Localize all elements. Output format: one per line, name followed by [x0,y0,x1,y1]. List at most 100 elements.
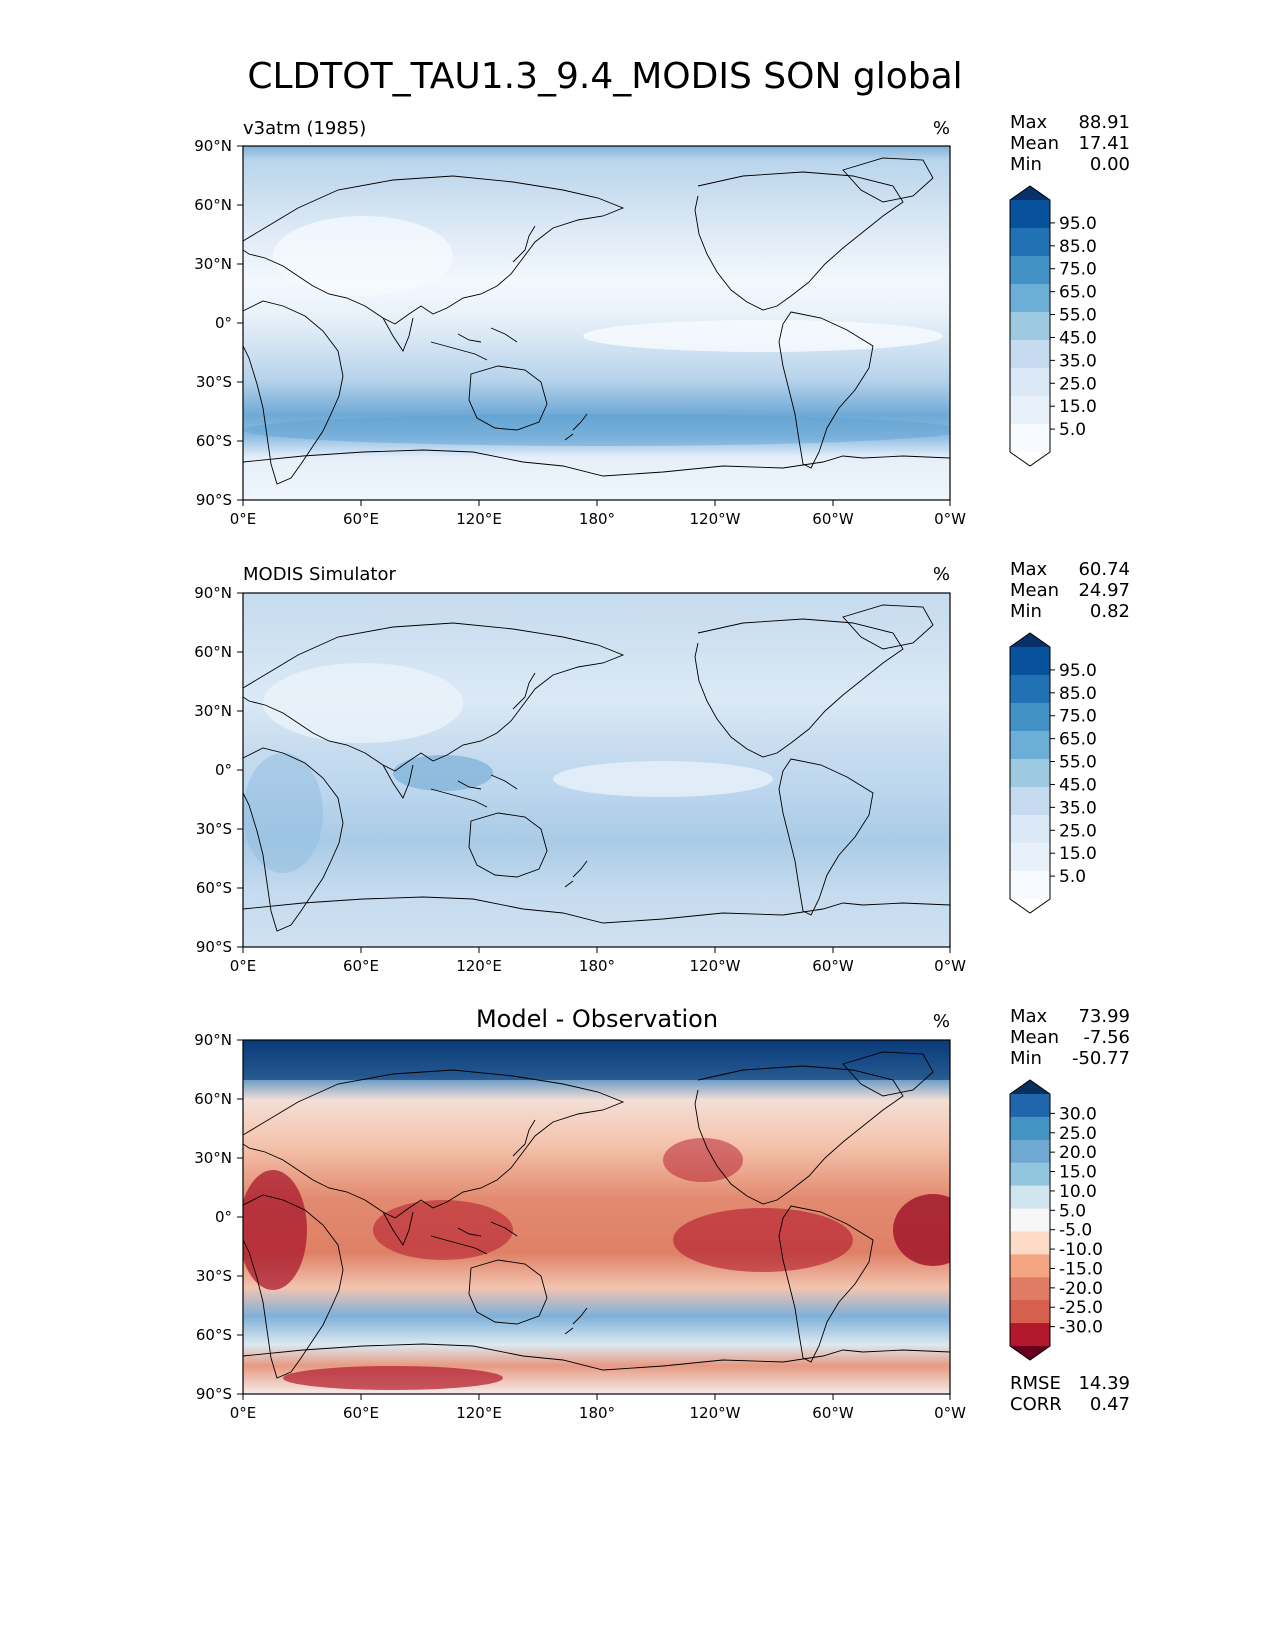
colorbar-tick-label: 25.0 [1059,1124,1097,1144]
lat-tick: 0° [215,1208,232,1226]
stat-value: 60.74 [1078,559,1130,580]
lon-tick: 60°W [812,510,854,528]
colorbar-tick-label: 15.0 [1059,1163,1097,1183]
colorbar-bin [1010,312,1050,341]
lat-tick: 0° [215,761,232,779]
colorbar-bin [1010,368,1050,397]
lon-tick: 60°E [343,957,379,975]
stat-name: Mean [1010,1027,1059,1048]
lon-tick: 120°E [456,510,502,528]
colorbar-tick-label: 45.0 [1059,775,1097,795]
panel-v3atm: v3atm (1985) % 90°N 60°N 30°N 0° 30°S 60… [194,112,1130,528]
metrics-block: RMSE 14.39 CORR 0.47 [1010,1373,1130,1415]
colorbar-tick-label: 65.0 [1059,730,1097,750]
colorbar-bin [1010,871,1050,900]
lon-tick: 0°W [934,1404,966,1422]
lat-tick: 60°N [194,643,232,661]
stats-block: Max 60.74 Mean 24.97 Min 0.82 [1010,559,1130,622]
lon-tick: 60°W [812,1404,854,1422]
colorbar-bin [1010,424,1050,453]
stat-name: Mean [1010,580,1059,601]
stat-value: 88.91 [1078,112,1130,133]
colorbar-extend-min [1010,1346,1050,1360]
colorbar-tick-label: 30.0 [1059,1104,1097,1124]
colorbar-tick-label: 85.0 [1059,684,1097,704]
colorbar-extend-min [1010,452,1050,466]
lat-tick: 60°S [196,432,232,450]
lon-tick: 60°E [343,510,379,528]
lat-tick: 90°S [196,491,232,509]
colorbar-bin [1010,200,1050,229]
units-label: % [933,1011,950,1032]
panel-difference: Model - Observation % 90°N 60°N 30°N 0° … [194,1005,1130,1422]
colorbar-bin [1010,1116,1050,1141]
colorbar-bin [1010,1300,1050,1324]
colorbar-tick-label: -20.0 [1059,1279,1103,1299]
panel-label: v3atm (1985) [243,118,366,139]
lon-tick: 0°W [934,957,966,975]
colorbar-bin [1010,1231,1050,1255]
colorbar-bin [1010,1277,1050,1301]
metric-name: CORR [1010,1394,1062,1415]
stat-value: -50.77 [1072,1048,1130,1069]
lon-tick: 0°W [934,510,966,528]
colorbar-bin [1010,396,1050,425]
colorbar-bin [1010,1094,1050,1118]
metric-value: 0.47 [1090,1394,1130,1415]
colorbar-bin [1010,1185,1050,1210]
colorbar-tick-label: 35.0 [1059,351,1097,371]
stat-value: -7.56 [1083,1027,1130,1048]
colorbar-bin [1010,1254,1050,1278]
colorbar-tick-label: -10.0 [1059,1240,1103,1260]
colorbar-tick-label: 55.0 [1059,753,1097,773]
colorbar-tick-label: 15.0 [1059,397,1097,417]
stat-value: 24.97 [1078,580,1130,601]
lon-tick: 180° [579,1404,615,1422]
lat-tick: 30°S [196,820,232,838]
stats-block: Max 73.99 Mean -7.56 Min -50.77 [1010,1006,1130,1069]
stats-block: Max 88.91 Mean 17.41 Min 0.00 [1010,112,1130,175]
colorbar-bin [1010,815,1050,844]
colorbar-tick-label: -15.0 [1059,1259,1103,1279]
lon-tick: 120°W [690,1404,741,1422]
lat-tick: 90°N [194,137,232,155]
lon-tick: 0°E [230,510,257,528]
units-label: % [933,118,950,139]
colorbar-tick-label: 55.0 [1059,306,1097,326]
colorbar-tick-label: 95.0 [1059,661,1097,681]
colorbar-tick-label: 20.0 [1059,1143,1097,1163]
stat-name: Min [1010,601,1042,622]
lat-tick: 60°S [196,879,232,897]
colorbar-tick-label: 45.0 [1059,328,1097,348]
colorbar-extend-max [1010,1080,1050,1094]
lat-tick: 0° [215,314,232,332]
metric-name: RMSE [1010,1373,1061,1394]
stat-name: Max [1010,112,1048,133]
stat-name: Mean [1010,133,1059,154]
colorbar-bin [1010,759,1050,788]
colorbar: 95.0 85.0 75.0 65.0 55.045.0 35.0 25.0 15.0 5.0 [1009,185,1097,467]
colorbar-bin [1010,703,1050,732]
colorbar-tick-label: 65.0 [1059,283,1097,303]
lat-tick: 90°N [194,1031,232,1049]
panel-label: MODIS Simulator [243,564,396,585]
colorbar-bin [1010,647,1050,676]
colorbar-tick-label: 95.0 [1059,214,1097,234]
colorbar-bin [1010,340,1050,369]
lat-tick: 30°S [196,373,232,391]
colorbar-bin [1010,787,1050,816]
colorbar-bin [1010,1162,1050,1187]
colorbar-tick-label: 25.0 [1059,821,1097,841]
colorbar-bin [1010,675,1050,704]
colorbar-tick-label: 75.0 [1059,707,1097,727]
stat-name: Min [1010,1048,1042,1069]
colorbar-bin [1010,1208,1050,1232]
stat-name: Max [1010,1006,1048,1027]
colorbar-outline [1009,185,1051,467]
lat-tick: 90°N [194,584,232,602]
colorbar-outline [1009,1079,1051,1361]
lon-tick: 60°W [812,957,854,975]
map-field [242,1039,951,1395]
colorbar-bin [1010,731,1050,760]
stat-value: 17.41 [1078,133,1130,154]
